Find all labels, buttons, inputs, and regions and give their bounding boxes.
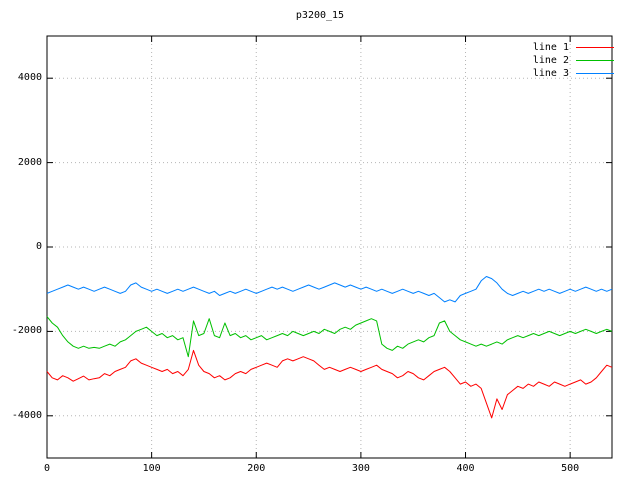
legend-line-sample-3 [576, 73, 614, 74]
x-tick-label: 100 [142, 463, 161, 474]
series-line-2 [46, 316, 613, 358]
legend: line 1 line 2 line 3 [533, 41, 614, 80]
y-tick-label: -2000 [11, 325, 42, 337]
x-tick-label: 400 [456, 463, 475, 474]
legend-line-sample-1 [576, 47, 614, 48]
chart-title: p3200_15 [295, 10, 345, 21]
legend-item: line 2 [533, 54, 614, 67]
x-tick-label: 0 [43, 463, 51, 474]
legend-line-sample-2 [576, 60, 614, 61]
y-tick-label: 0 [35, 241, 42, 252]
series-line-1 [46, 349, 613, 419]
x-tick-label: 500 [561, 463, 580, 474]
legend-label: line 3 [532, 68, 569, 79]
legend-label: line 2 [532, 55, 569, 66]
y-tick-label: 2000 [17, 156, 42, 168]
y-tick-label: -4000 [11, 409, 42, 421]
y-tick-label: 4000 [17, 72, 42, 84]
legend-label: line 1 [532, 42, 569, 53]
legend-item: line 3 [533, 67, 614, 80]
x-tick-label: 300 [351, 463, 370, 474]
legend-item: line 1 [533, 41, 614, 54]
x-tick-label: 200 [247, 463, 266, 474]
series-line-3 [46, 276, 613, 303]
